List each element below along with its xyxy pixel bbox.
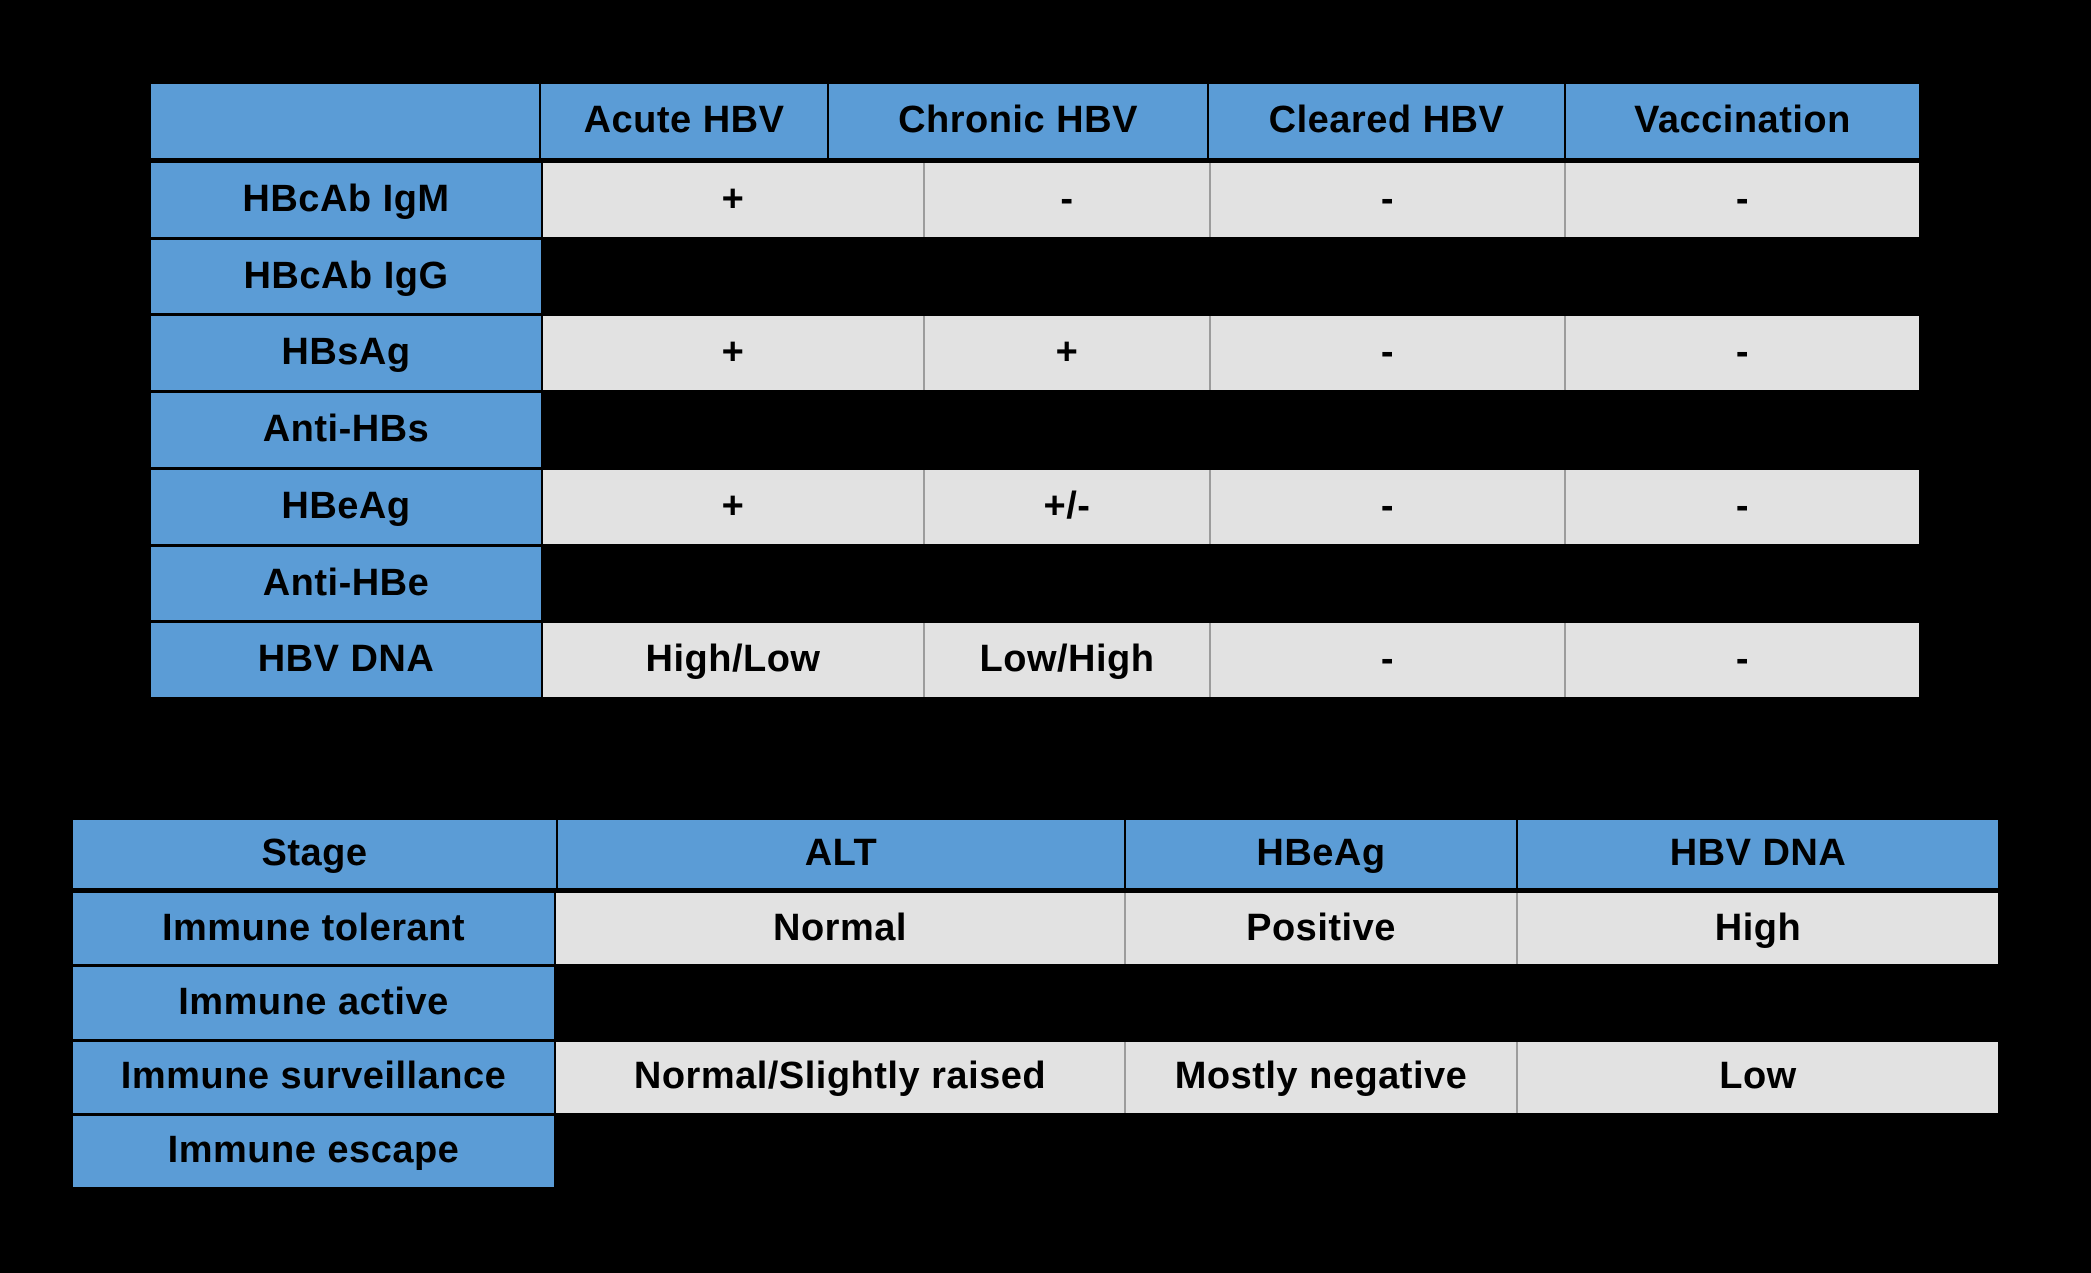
cell-cleared: -	[1209, 163, 1564, 237]
cell-acute: +	[543, 163, 923, 237]
cell-acute-hidden	[543, 239, 923, 314]
cell-vaccination-hidden	[1564, 239, 1919, 314]
row-label: Anti-HBe	[151, 546, 543, 621]
cell-cleared-hidden	[1209, 393, 1564, 467]
stage-row-immune-escape: Immune escape	[73, 1112, 1998, 1187]
cell-cleared: -	[1209, 469, 1564, 544]
cell-alt: Normal	[556, 893, 1124, 965]
cell-chronic: Low/High	[923, 623, 1209, 698]
stage-header-hbv-dna: HBV DNA	[1516, 820, 1998, 888]
row-label: HBeAg	[151, 469, 543, 544]
cell-vaccination-hidden	[1564, 393, 1919, 467]
cell-hbv-dna-hidden	[1516, 967, 1998, 1039]
cell-hbeag-hidden	[1124, 967, 1516, 1039]
stage-header-hbeag: HBeAg	[1124, 820, 1516, 888]
cell-alt-hidden	[556, 967, 1124, 1039]
serology-row-hbcab-igg: HBcAb IgG	[151, 236, 1919, 314]
stage-row-immune-surveillance: Immune surveillance Normal/Slightly rais…	[73, 1038, 1998, 1113]
stage-table: Stage ALT HBeAg HBV DNA Immune tolerant …	[73, 820, 1998, 1187]
row-label: Immune active	[73, 967, 556, 1039]
stage-row-immune-tolerant: Immune tolerant Normal Positive High	[73, 890, 1998, 965]
row-label: HBcAb IgG	[151, 239, 543, 314]
cell-acute: +	[543, 469, 923, 544]
serology-header-empty	[151, 84, 539, 158]
row-label: Immune escape	[73, 1115, 556, 1187]
serology-row-hbcab-igm: HBcAb IgM + - - -	[151, 160, 1919, 237]
row-label: HBsAg	[151, 316, 543, 391]
cell-chronic: +	[923, 316, 1209, 391]
cell-chronic-hidden	[923, 239, 1209, 314]
cell-vaccination: -	[1564, 623, 1919, 698]
row-label: Immune tolerant	[73, 893, 556, 965]
cell-hbv-dna-hidden	[1516, 1115, 1998, 1187]
cell-cleared: -	[1209, 623, 1564, 698]
cell-cleared-hidden	[1209, 546, 1564, 621]
cell-cleared-hidden	[1209, 239, 1564, 314]
serology-header-row: Acute HBV Chronic HBV Cleared HBV Vaccin…	[151, 84, 1919, 160]
serology-table: Acute HBV Chronic HBV Cleared HBV Vaccin…	[151, 84, 1919, 698]
cell-chronic-hidden	[923, 546, 1209, 621]
cell-hbv-dna: Low	[1516, 1041, 1998, 1113]
cell-vaccination: -	[1564, 316, 1919, 391]
row-label: HBV DNA	[151, 623, 543, 698]
row-label: Anti-HBs	[151, 393, 543, 467]
cell-chronic: -	[923, 163, 1209, 237]
cell-vaccination: -	[1564, 469, 1919, 544]
stage-row-immune-active: Immune active	[73, 964, 1998, 1039]
cell-acute: High/Low	[543, 623, 923, 698]
stage-header-alt: ALT	[556, 820, 1124, 888]
row-label: HBcAb IgM	[151, 163, 543, 237]
cell-vaccination-hidden	[1564, 546, 1919, 621]
serology-header-vaccination: Vaccination	[1564, 84, 1919, 158]
serology-row-hbsag: HBsAg + + - -	[151, 313, 1919, 391]
cell-vaccination: -	[1564, 163, 1919, 237]
cell-hbeag-hidden	[1124, 1115, 1516, 1187]
serology-header-chronic-hbv: Chronic HBV	[827, 84, 1207, 158]
cell-chronic: +/-	[923, 469, 1209, 544]
cell-hbeag: Positive	[1124, 893, 1516, 965]
row-label: Immune surveillance	[73, 1041, 556, 1113]
cell-cleared: -	[1209, 316, 1564, 391]
cell-alt-hidden	[556, 1115, 1124, 1187]
cell-alt: Normal/Slightly raised	[556, 1041, 1124, 1113]
stage-header-row: Stage ALT HBeAg HBV DNA	[73, 820, 1998, 890]
cell-chronic-hidden	[923, 393, 1209, 467]
cell-hbv-dna: High	[1516, 893, 1998, 965]
serology-row-hbv-dna: HBV DNA High/Low Low/High - -	[151, 620, 1919, 698]
serology-header-cleared-hbv: Cleared HBV	[1207, 84, 1564, 158]
cell-hbeag: Mostly negative	[1124, 1041, 1516, 1113]
cell-acute-hidden	[543, 393, 923, 467]
cell-acute-hidden	[543, 546, 923, 621]
serology-row-anti-hbe: Anti-HBe	[151, 543, 1919, 621]
serology-header-acute-hbv: Acute HBV	[539, 84, 827, 158]
cell-acute: +	[543, 316, 923, 391]
serology-row-hbeag: HBeAg + +/- - -	[151, 466, 1919, 544]
stage-header-stage: Stage	[73, 820, 556, 888]
serology-row-anti-hbs: Anti-HBs	[151, 390, 1919, 467]
